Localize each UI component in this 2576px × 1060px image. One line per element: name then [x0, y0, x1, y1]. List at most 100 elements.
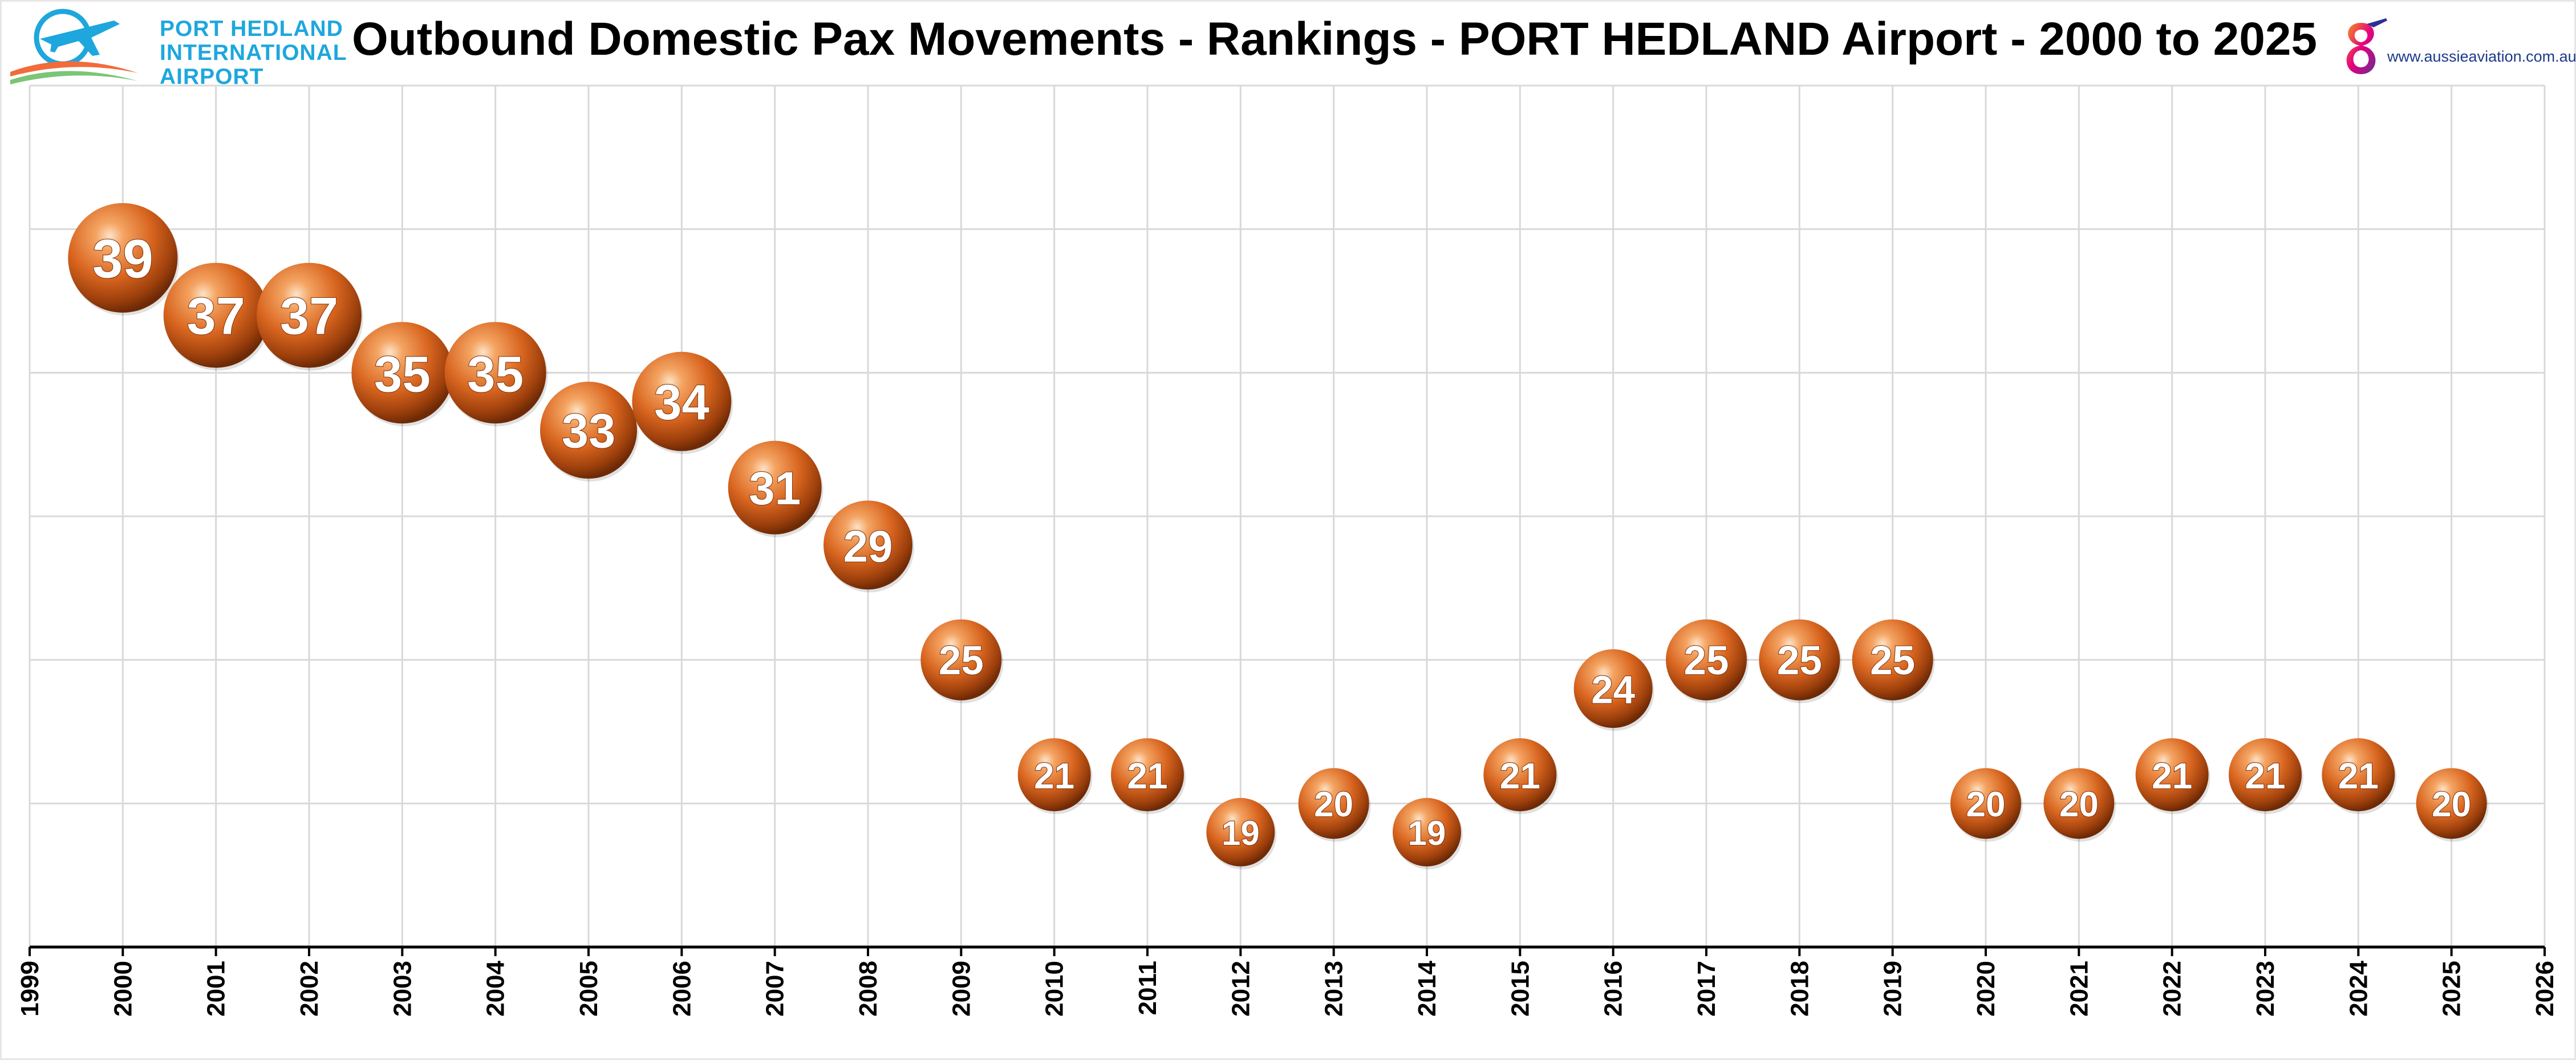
point-marker-2008: [823, 500, 912, 590]
point-label-2013: 20: [1314, 785, 1353, 824]
data-point-2018: 25: [1759, 619, 1842, 703]
point-marker-2001: [163, 262, 269, 368]
point-marker-2024: [2322, 738, 2395, 811]
data-point-2000: 39: [68, 203, 180, 315]
x-tick-label-2016: 2016: [1600, 961, 1628, 1017]
point-label-2004: 35: [467, 345, 524, 402]
logo-line-1: PORT HEDLAND: [160, 17, 343, 41]
data-point-2004: 35: [444, 322, 548, 427]
logo-line-2: INTERNATIONAL: [160, 41, 347, 65]
point-label-2014: 19: [1408, 814, 1446, 852]
point-marker-2005: [540, 382, 637, 479]
x-tick-label-1999: 1999: [16, 961, 44, 1017]
point-label-2023: 21: [2245, 755, 2285, 796]
data-point-2005: 33: [540, 382, 639, 482]
point-marker-2007: [728, 440, 822, 535]
aussieaviation-logo: www.aussieaviation.com.au: [2338, 11, 2576, 86]
x-axis: 1999 2000 2001 2002 2003 2004 2005 2006 2007 2008…: [16, 945, 2559, 1017]
x-tick-label-2013: 2013: [1320, 961, 1348, 1017]
data-points: 39 37 37 35 35 33 34 31 29 25 21 21 19 20 19 21 24 25 25 25…: [68, 203, 2489, 869]
point-label-2005: 33: [562, 404, 616, 459]
data-point-2006: 34: [632, 351, 733, 454]
data-point-2003: 35: [351, 322, 455, 427]
point-marker-2000: [68, 203, 178, 313]
x-tick-label-2003: 2003: [388, 961, 416, 1017]
x-tick-label-2006: 2006: [668, 961, 696, 1017]
data-point-2016: 24: [1573, 649, 1654, 731]
x-tick-label-2019: 2019: [1879, 961, 1907, 1017]
point-marker-2022: [2135, 738, 2209, 811]
point-marker-2012: [1206, 798, 1275, 867]
data-point-2017: 25: [1666, 619, 1749, 703]
x-tick-label-2023: 2023: [2252, 961, 2279, 1017]
data-point-2024: 21: [2322, 738, 2397, 814]
point-label-2003: 35: [374, 345, 431, 402]
point-marker-2019: [1852, 619, 1933, 701]
point-marker-2017: [1666, 619, 1747, 701]
x-tick-label-2000: 2000: [109, 961, 137, 1017]
data-point-2019: 25: [1852, 619, 1935, 703]
data-point-2013: 20: [1298, 768, 1371, 842]
airplane-icon: [10, 9, 138, 84]
point-marker-2023: [2229, 738, 2302, 811]
x-tick-label-2005: 2005: [575, 961, 603, 1017]
data-point-2020: 20: [1950, 768, 2023, 842]
data-point-2002: 37: [257, 262, 363, 371]
x-tick-label-2009: 2009: [947, 961, 975, 1017]
point-marker-2009: [920, 619, 1002, 701]
x-tick-label-2004: 2004: [482, 960, 510, 1016]
point-label-2015: 21: [1500, 755, 1540, 796]
point-label-2021: 20: [2059, 785, 2099, 824]
x-tick-label-2018: 2018: [1786, 961, 1814, 1017]
data-point-2022: 21: [2135, 738, 2210, 814]
data-point-2025: 20: [2416, 768, 2489, 842]
x-tick-label-2011: 2011: [1134, 961, 1162, 1015]
x-tick-label-2001: 2001: [202, 961, 230, 1017]
point-marker-2025: [2416, 768, 2487, 839]
x-tick-label-2022: 2022: [2159, 961, 2186, 1017]
point-label-2009: 25: [939, 638, 984, 683]
point-marker-2021: [2043, 768, 2115, 839]
point-marker-2020: [1950, 768, 2021, 839]
point-label-2019: 25: [1870, 638, 1915, 683]
data-point-2021: 20: [2043, 768, 2116, 842]
data-point-2009: 25: [920, 619, 1004, 703]
point-label-2020: 20: [1966, 785, 2006, 824]
point-marker-2016: [1573, 649, 1653, 728]
x-tick-label-2020: 2020: [1972, 961, 2000, 1017]
grid-lines: [29, 84, 2546, 947]
point-label-2011: 21: [1127, 755, 1167, 796]
point-marker-2010: [1017, 738, 1091, 811]
x-tick-label-2017: 2017: [1693, 961, 1721, 1017]
point-label-2024: 21: [2338, 755, 2379, 796]
x-tick-label-2015: 2015: [1506, 961, 1534, 1017]
point-marker-2006: [632, 351, 732, 451]
x-tick-label-2010: 2010: [1041, 961, 1069, 1017]
x-tick-label-2012: 2012: [1227, 961, 1255, 1017]
point-marker-2013: [1298, 768, 1369, 839]
point-marker-2011: [1111, 738, 1184, 811]
x-tick-label-2021: 2021: [2065, 961, 2093, 1017]
x-tick-label-2025: 2025: [2438, 961, 2466, 1017]
x-tick-label-2008: 2008: [854, 961, 882, 1017]
point-marker-2004: [444, 322, 546, 424]
point-label-2012: 19: [1222, 814, 1260, 852]
data-point-2014: 19: [1393, 798, 1463, 869]
point-marker-2018: [1759, 619, 1840, 701]
data-point-2012: 19: [1206, 798, 1277, 869]
point-label-2010: 21: [1034, 755, 1074, 796]
data-point-2007: 31: [728, 440, 823, 537]
point-label-2025: 20: [2432, 785, 2471, 824]
x-tick-label-2002: 2002: [295, 961, 323, 1017]
point-label-2018: 25: [1777, 638, 1822, 683]
point-label-2006: 34: [654, 375, 709, 430]
x-tick-label-2026: 2026: [2531, 961, 2559, 1017]
point-marker-2014: [1393, 798, 1461, 867]
x-tick-label-2014: 2014: [1413, 960, 1441, 1016]
data-point-2015: 21: [1483, 738, 1559, 814]
point-label-2000: 39: [92, 229, 153, 290]
point-label-2002: 37: [280, 288, 338, 346]
point-marker-2003: [351, 322, 453, 424]
